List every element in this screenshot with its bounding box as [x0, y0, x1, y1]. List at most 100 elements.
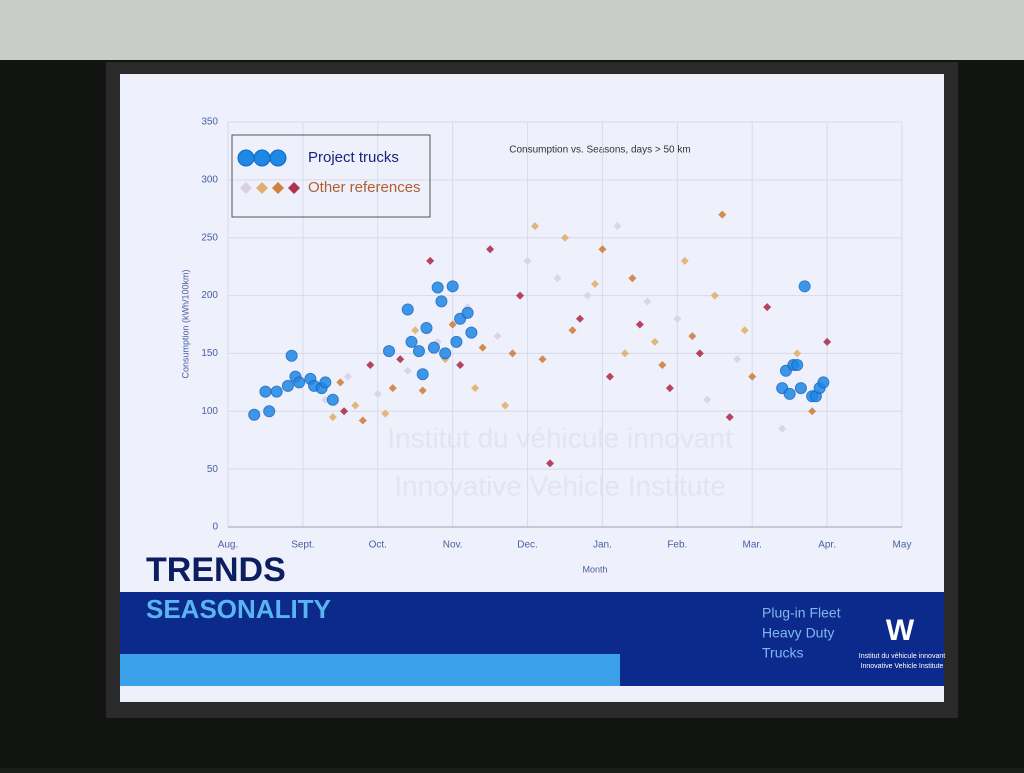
point — [427, 341, 440, 354]
x-tick-label: May — [893, 540, 912, 551]
point — [396, 355, 405, 364]
y-tick-label: 50 — [207, 464, 219, 475]
product: Plug-in Fleet — [762, 605, 841, 621]
point — [561, 233, 569, 242]
legend-box — [231, 134, 431, 218]
legend-marker — [237, 149, 255, 167]
point — [718, 210, 727, 219]
x-tick-label: Feb. — [667, 540, 687, 551]
x-tick-label: Oct. — [369, 540, 387, 551]
y-tick-label: 300 — [201, 174, 218, 185]
point — [486, 245, 495, 254]
point — [401, 303, 414, 316]
point — [263, 405, 276, 418]
y-tick-label: 100 — [201, 406, 218, 417]
point — [501, 401, 510, 410]
point — [285, 349, 298, 362]
point — [695, 349, 704, 358]
point — [326, 393, 339, 406]
point — [798, 280, 811, 293]
point — [791, 359, 804, 371]
point — [416, 368, 429, 381]
point — [635, 320, 644, 329]
point — [628, 274, 637, 283]
point — [665, 384, 674, 393]
point — [658, 361, 667, 369]
point — [523, 256, 532, 265]
point — [405, 335, 418, 348]
y-tick-label: 250 — [201, 232, 218, 243]
point — [328, 413, 337, 422]
point — [778, 424, 787, 433]
x-tick-label: Apr. — [818, 540, 836, 551]
x-tick-label: Mar. — [742, 540, 761, 551]
point — [381, 409, 390, 418]
point — [336, 378, 345, 387]
point — [546, 459, 555, 468]
point — [259, 385, 272, 398]
point — [366, 361, 375, 369]
point — [673, 314, 682, 323]
point — [508, 349, 517, 358]
point — [319, 376, 332, 389]
point — [783, 387, 796, 400]
plot: 0 50 100 150 200 250 300 350 Aug. Sept. Oct. Nov. De… — [201, 117, 911, 551]
org: Innovative Vehicle Institute — [861, 663, 944, 670]
point — [605, 372, 614, 381]
point — [248, 408, 261, 421]
y-axis-title: Consumption (kWh/100km) — [180, 269, 190, 378]
point — [471, 384, 480, 393]
point — [343, 372, 352, 381]
point — [448, 320, 457, 329]
point — [817, 376, 830, 389]
point — [808, 407, 817, 416]
point — [478, 343, 487, 352]
point — [583, 291, 592, 300]
point — [793, 349, 802, 358]
point — [823, 337, 832, 346]
point — [340, 407, 349, 416]
watermark: Innovative Vehicle Institute — [394, 470, 726, 501]
point — [553, 274, 562, 283]
point — [748, 372, 757, 381]
point — [403, 366, 412, 375]
point — [426, 256, 435, 265]
x-axis-title: Month — [582, 564, 607, 574]
point — [446, 280, 459, 293]
point — [680, 256, 689, 265]
point — [420, 321, 433, 334]
point — [293, 376, 306, 389]
logo: W — [886, 614, 915, 647]
point — [439, 347, 452, 360]
point — [411, 326, 420, 335]
point — [281, 379, 294, 392]
legend-label: Other references — [308, 179, 421, 196]
point — [643, 297, 652, 306]
product: Trucks — [762, 645, 803, 661]
x-tick-label: Jan. — [593, 540, 612, 551]
point — [598, 245, 607, 254]
point — [418, 386, 427, 395]
point — [456, 361, 465, 369]
point — [516, 291, 525, 300]
point — [794, 382, 807, 395]
legend-marker — [253, 149, 271, 167]
point — [613, 222, 622, 231]
point — [538, 355, 547, 364]
point — [450, 335, 463, 348]
point — [620, 349, 629, 358]
legend-marker — [269, 149, 287, 167]
y-tick-label: 150 — [201, 348, 218, 359]
heading: TRENDS — [146, 551, 286, 589]
point — [465, 326, 478, 339]
y-tick-label: 350 — [201, 117, 218, 128]
point — [688, 332, 697, 341]
legend: Project trucks Other references — [231, 134, 431, 218]
x-tick-label: Sept. — [291, 540, 314, 551]
legend-label: Project trucks — [308, 149, 399, 166]
chart-title: Consumption vs. Seasons, days > 50 km — [509, 145, 690, 156]
point — [763, 303, 772, 312]
point — [270, 385, 283, 398]
legend-marker — [288, 182, 300, 194]
